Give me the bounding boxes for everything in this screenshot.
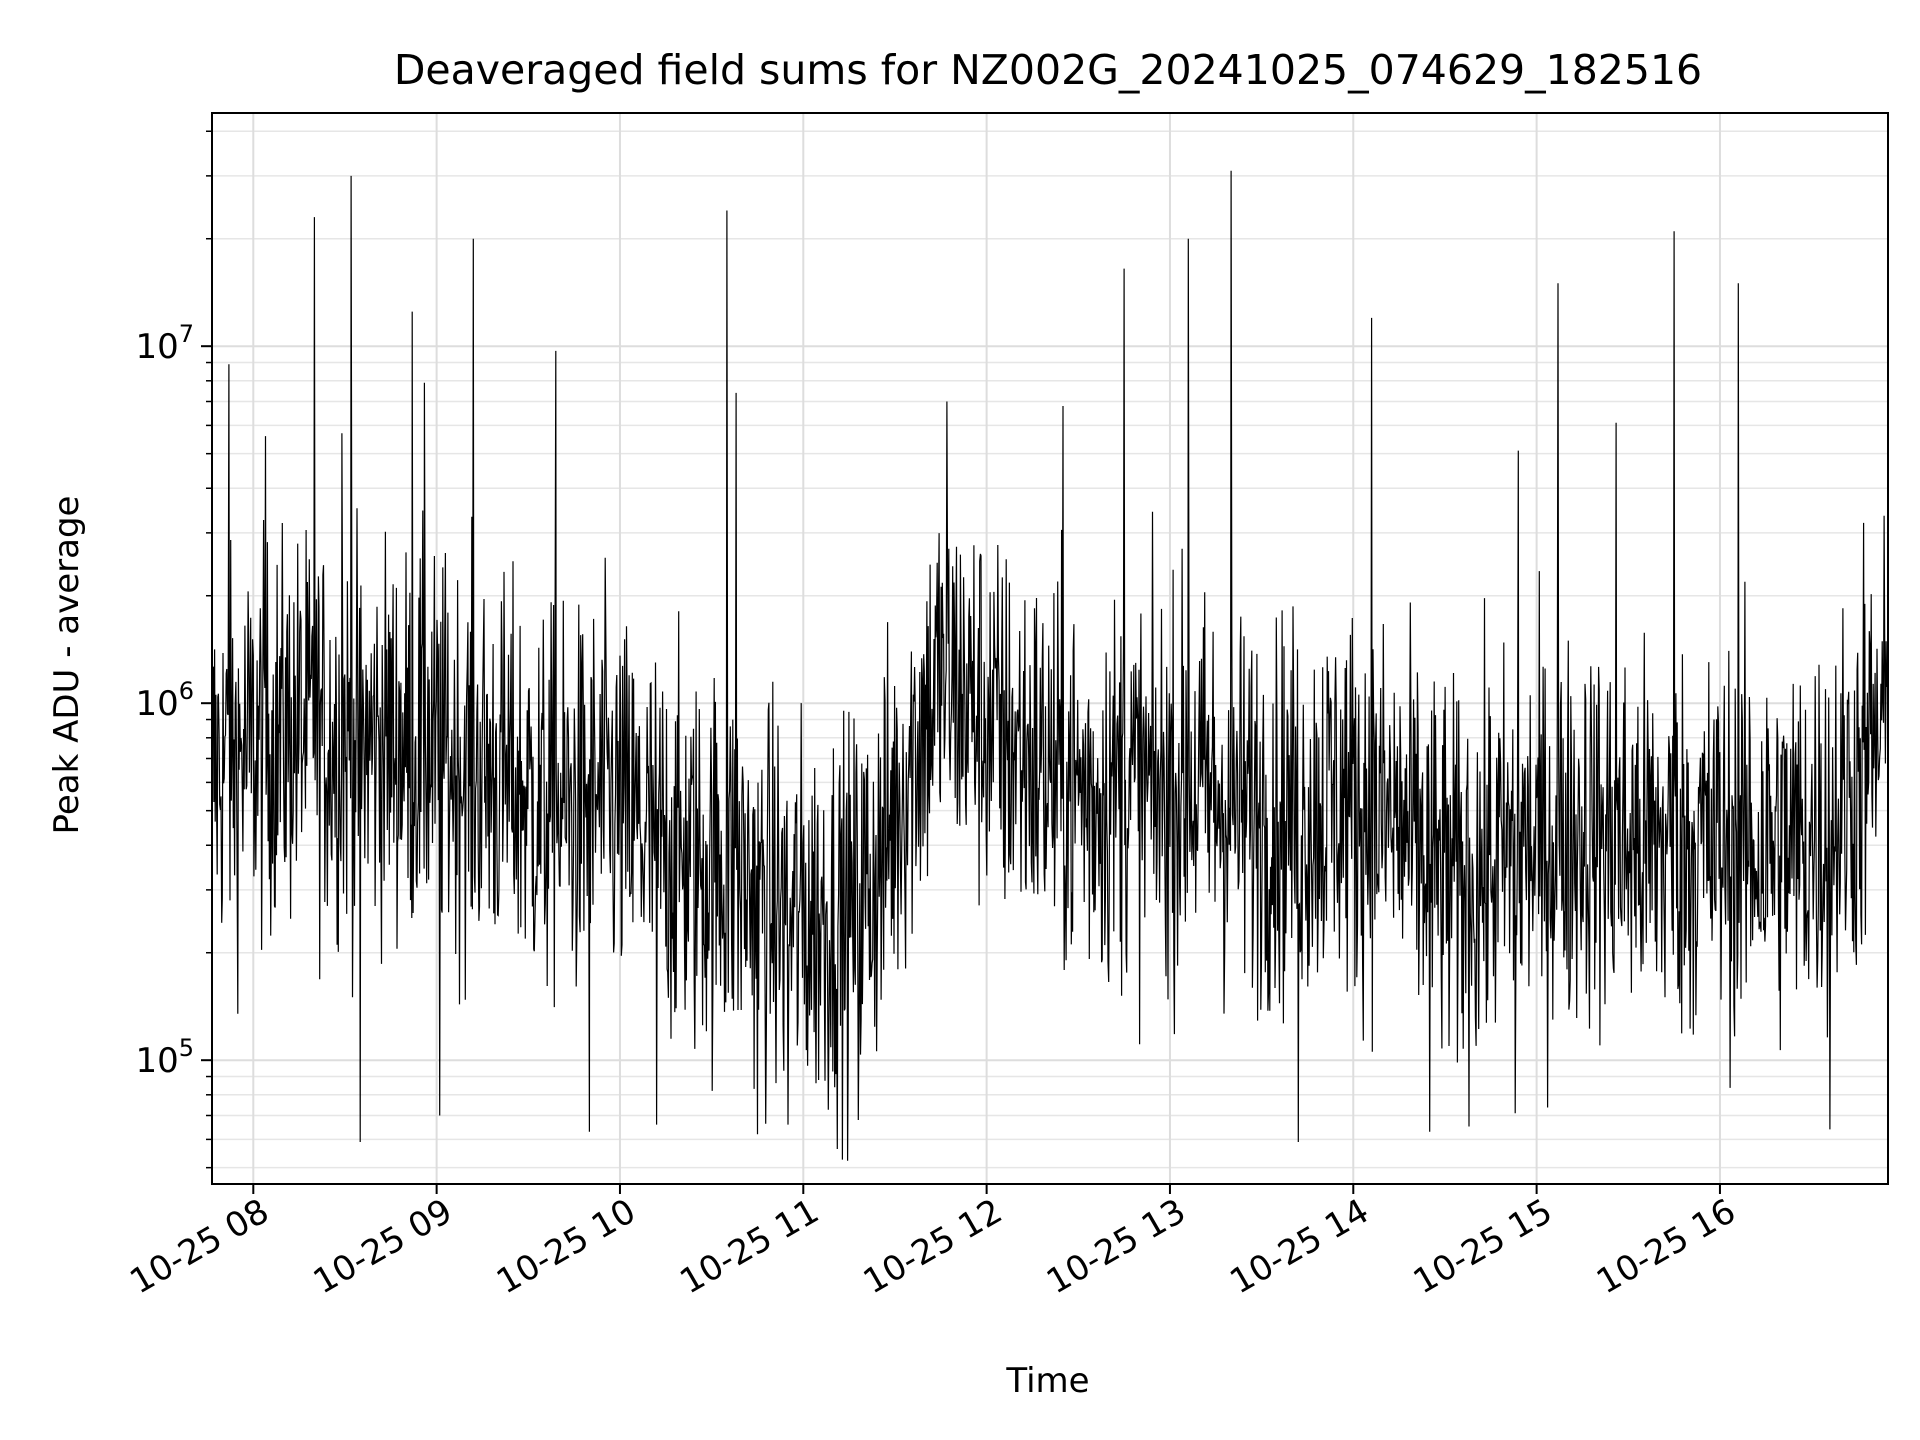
y-tick-label: 105 bbox=[135, 1034, 194, 1081]
plot-area bbox=[211, 170, 1889, 1161]
y-axis-label: Peak ADU - average bbox=[47, 496, 87, 835]
plot-frame bbox=[211, 112, 1889, 1185]
y-axis: 105 106 107 bbox=[135, 130, 212, 1169]
x-axis-label: Time bbox=[1005, 1361, 1089, 1401]
series-line bbox=[211, 170, 1889, 1161]
y-tick-label: 107 bbox=[135, 320, 194, 367]
chart-title: Deaveraged field sums for NZ002G_2024102… bbox=[394, 46, 1702, 94]
y-tick-label: 106 bbox=[135, 677, 194, 724]
